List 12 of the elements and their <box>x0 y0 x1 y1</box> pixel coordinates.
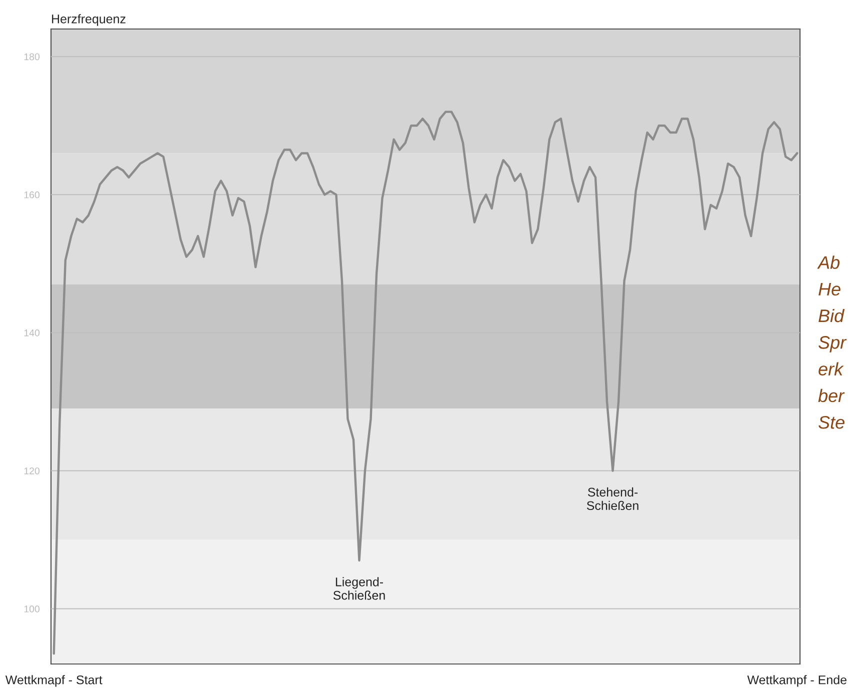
x-tick-label: Wettkampf - Ende <box>747 675 846 687</box>
y-tick-label: 180 <box>24 53 40 60</box>
text: Ab He Bid Spr erk ber Ste <box>817 256 847 429</box>
annotation: Liegend- Schießen <box>333 577 385 600</box>
annotation: Stehend- Schießen <box>586 487 638 510</box>
y-tick-label: 100 <box>24 606 40 612</box>
line-series <box>52 110 798 655</box>
y-tick-label: 160 <box>24 191 40 198</box>
y-tick-label: 120 <box>24 467 40 474</box>
y-tick-label: 140 <box>24 329 40 336</box>
x-tick-label: Wettkmapf - Start <box>5 675 102 687</box>
y-axis-title: Herzfrequenz <box>52 14 126 26</box>
